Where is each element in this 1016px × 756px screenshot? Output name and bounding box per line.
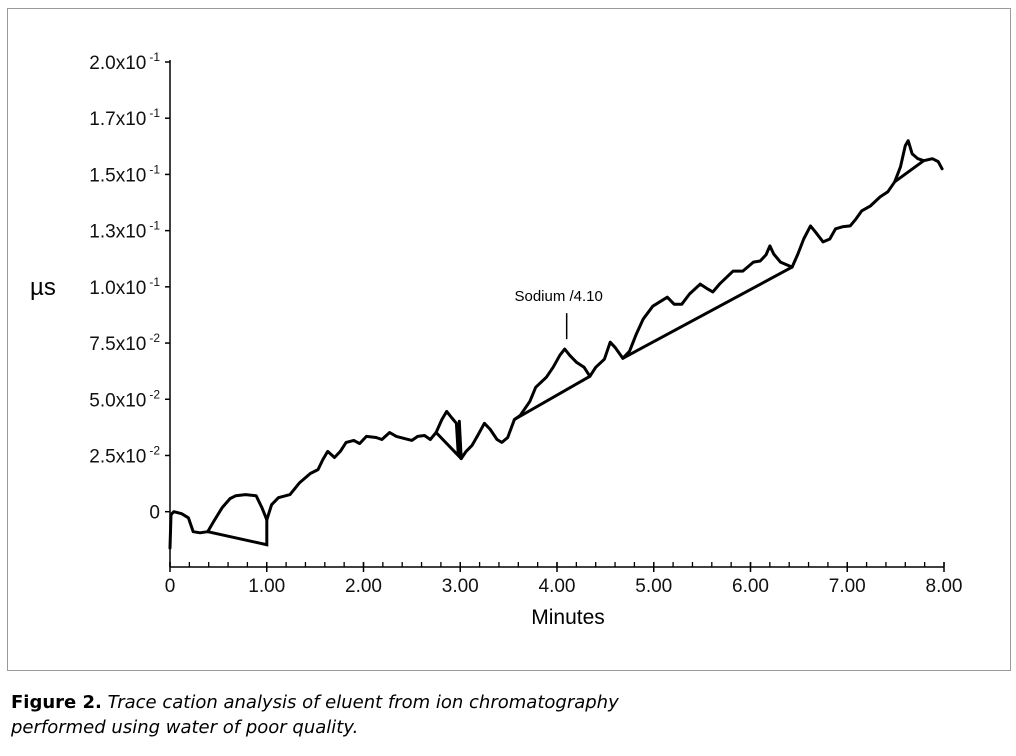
x-tick-label: 8.00 — [926, 576, 963, 597]
y-tick-label: 0 — [149, 503, 160, 524]
x-tick-label: 6.00 — [732, 576, 769, 597]
chromatogram-chart: 0 2.5x10 -2 5.0x10 -2 7.5x10 -2 1.0x10 -1 1.3x10-… — [30, 50, 963, 629]
peak-baseline — [434, 431, 463, 461]
peak-baseline — [206, 518, 269, 547]
peak-baseline — [512, 374, 592, 421]
y-ticks: 0 2.5x10 -2 5.0x10 -2 7.5x10 -2 1.0x10 -1 1.3x10-… — [89, 50, 170, 524]
y-axis-label: µs — [30, 274, 56, 301]
x-tick-label: 5.00 — [635, 576, 672, 597]
traces — [168, 139, 944, 550]
peak-baseline — [621, 265, 794, 360]
x-tick-label: 7.00 — [829, 576, 866, 597]
y-tick-label: 7.5x10 -2 — [89, 331, 160, 355]
x-tick-label: 3.00 — [442, 576, 479, 597]
y-tick-label: 1.7x10 -1 — [89, 106, 160, 130]
x-axis-label: Minutes — [531, 606, 605, 629]
y-tick-label: 5.0x10 -2 — [89, 387, 160, 411]
y-tick-label: 1.5x10 -1 — [89, 162, 160, 186]
y-tick-label: 1.0x10 -1 — [89, 275, 160, 299]
x-tick-label: 0 — [165, 576, 176, 597]
figure-caption: Figure 2. Trace cation analysis of eluen… — [11, 690, 619, 740]
x-tick-label: 2.00 — [345, 576, 382, 597]
axes — [169, 60, 944, 568]
x-ticks: 0 1.00 2.00 3.00 4.00 5.00 6.00 7.00 8.00 — [165, 562, 963, 597]
caption-text: Trace cation analysis of eluent from ion… — [107, 692, 619, 713]
caption-label: Figure 2. — [11, 692, 102, 713]
caption-text-line2: performed using water of poor quality. — [11, 717, 359, 738]
x-tick-label: 1.00 — [248, 576, 285, 597]
y-tick-label: 2.5x10 -2 — [89, 443, 160, 467]
peak-label: Sodium /4.10 — [514, 288, 602, 305]
y-tick-label: 1.3x10 -1 — [89, 219, 160, 243]
figure-frame — [7, 8, 1011, 671]
y-tick-label: 2.0x10 -1 — [89, 50, 160, 74]
annotations: Sodium /4.10 — [514, 288, 603, 340]
trace-line — [168, 139, 944, 550]
peak-baseline — [893, 159, 926, 184]
x-tick-label: 4.00 — [539, 576, 576, 597]
